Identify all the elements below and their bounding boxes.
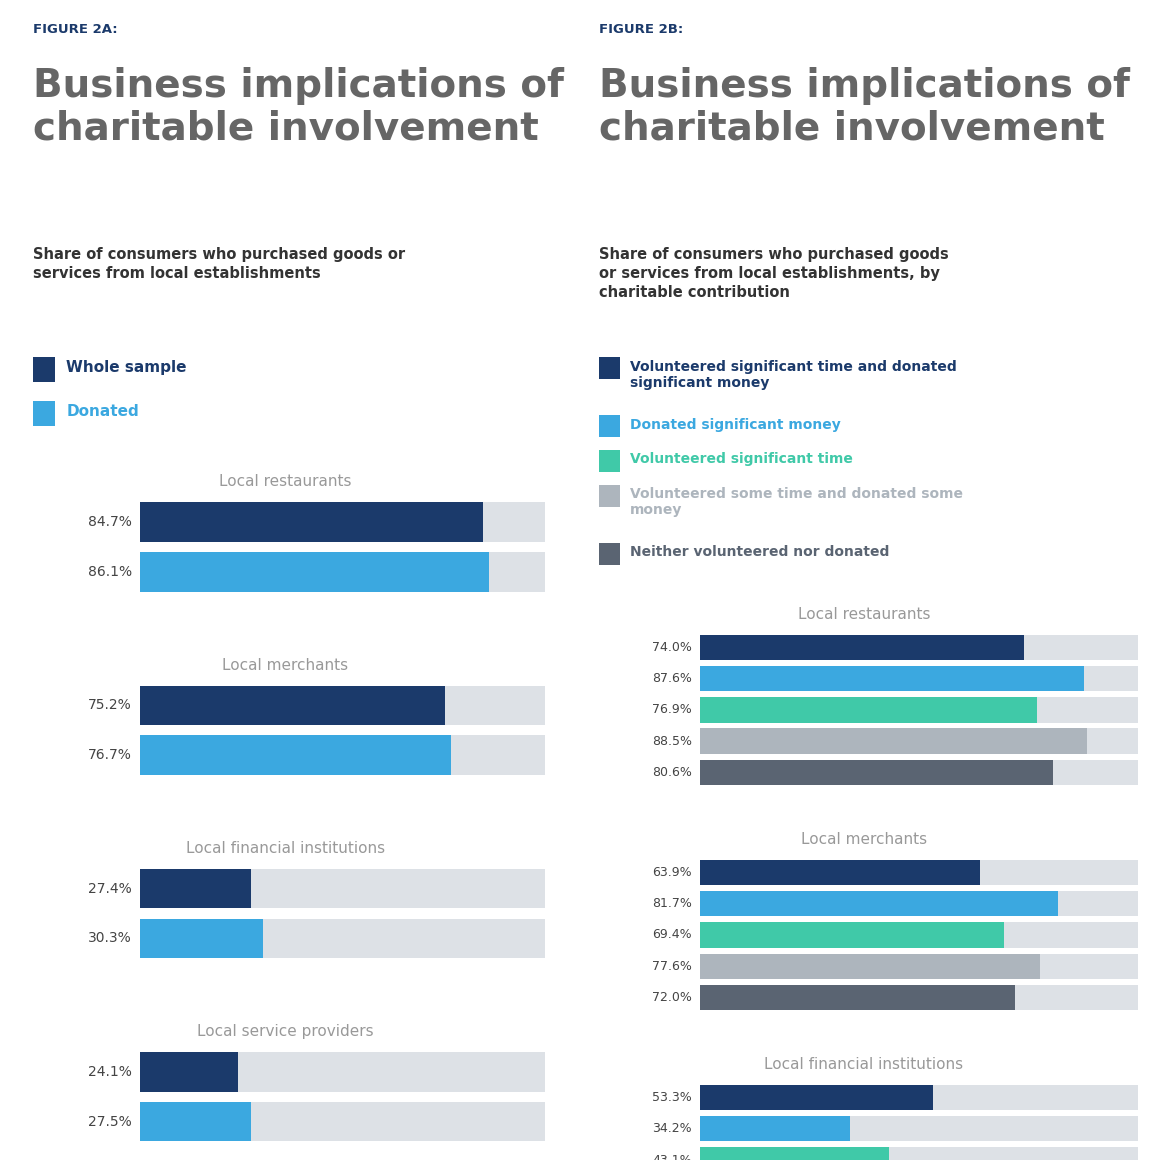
FancyBboxPatch shape [700,1085,933,1110]
Text: Local financial institutions: Local financial institutions [185,841,385,856]
FancyBboxPatch shape [700,860,980,885]
Text: Neither volunteered nor donated: Neither volunteered nor donated [630,545,889,559]
FancyBboxPatch shape [700,666,1138,691]
Text: Donated: Donated [67,404,139,419]
Text: 74.0%: 74.0% [652,640,692,654]
FancyBboxPatch shape [700,697,1037,723]
FancyBboxPatch shape [700,954,1040,979]
Text: Volunteered significant time and donated
significant money: Volunteered significant time and donated… [630,360,957,390]
FancyBboxPatch shape [141,686,445,725]
FancyBboxPatch shape [141,869,545,908]
Text: Donated significant money: Donated significant money [630,418,841,432]
Text: Local service providers: Local service providers [197,1024,373,1039]
Text: 88.5%: 88.5% [652,734,692,748]
FancyBboxPatch shape [141,919,545,958]
Text: 24.1%: 24.1% [88,1065,131,1079]
FancyBboxPatch shape [700,635,1024,660]
FancyBboxPatch shape [700,1085,1138,1110]
FancyBboxPatch shape [700,728,1138,754]
Text: Business implications of
charitable involvement: Business implications of charitable invo… [33,67,564,147]
FancyBboxPatch shape [141,919,263,958]
Text: 30.3%: 30.3% [89,931,131,945]
FancyBboxPatch shape [700,760,1138,785]
FancyBboxPatch shape [700,1147,1138,1160]
FancyBboxPatch shape [141,552,545,592]
FancyBboxPatch shape [700,1116,1138,1141]
FancyBboxPatch shape [599,485,620,507]
FancyBboxPatch shape [700,635,1138,660]
FancyBboxPatch shape [141,1102,251,1141]
Text: Local financial institutions: Local financial institutions [765,1057,963,1072]
FancyBboxPatch shape [700,728,1087,754]
FancyBboxPatch shape [700,922,1003,948]
FancyBboxPatch shape [599,543,620,565]
Text: 27.5%: 27.5% [89,1115,131,1129]
FancyBboxPatch shape [700,860,1138,885]
Text: 75.2%: 75.2% [89,698,131,712]
Text: 43.1%: 43.1% [652,1153,692,1160]
FancyBboxPatch shape [700,1147,889,1160]
Text: Volunteered significant time: Volunteered significant time [630,452,854,466]
FancyBboxPatch shape [599,415,620,437]
Text: Local merchants: Local merchants [222,658,348,673]
Text: 27.4%: 27.4% [89,882,131,896]
Text: FIGURE 2A:: FIGURE 2A: [33,23,118,36]
Text: 87.6%: 87.6% [652,672,692,686]
FancyBboxPatch shape [141,686,545,725]
FancyBboxPatch shape [33,401,55,426]
Text: 53.3%: 53.3% [652,1090,692,1104]
Text: 76.9%: 76.9% [652,703,692,717]
Text: 86.1%: 86.1% [88,565,131,579]
Text: Local restaurants: Local restaurants [797,607,931,622]
FancyBboxPatch shape [141,502,545,542]
FancyBboxPatch shape [141,735,450,775]
Text: Share of consumers who purchased goods
or services from local establishments, by: Share of consumers who purchased goods o… [599,247,948,300]
Text: 63.9%: 63.9% [652,865,692,879]
Text: Whole sample: Whole sample [67,360,187,375]
Text: 34.2%: 34.2% [652,1122,692,1136]
FancyBboxPatch shape [141,1052,545,1092]
FancyBboxPatch shape [700,697,1138,723]
FancyBboxPatch shape [141,869,251,908]
Text: Volunteered some time and donated some
money: Volunteered some time and donated some m… [630,487,963,517]
FancyBboxPatch shape [700,666,1084,691]
Text: Share of consumers who purchased goods or
services from local establishments: Share of consumers who purchased goods o… [33,247,406,281]
FancyBboxPatch shape [33,357,55,382]
FancyBboxPatch shape [700,891,1138,916]
Text: Local merchants: Local merchants [801,832,927,847]
FancyBboxPatch shape [141,735,545,775]
FancyBboxPatch shape [599,357,620,379]
FancyBboxPatch shape [700,985,1138,1010]
Text: Local restaurants: Local restaurants [219,474,351,490]
FancyBboxPatch shape [141,1102,545,1141]
Text: 72.0%: 72.0% [652,991,692,1005]
FancyBboxPatch shape [700,760,1053,785]
FancyBboxPatch shape [141,502,483,542]
FancyBboxPatch shape [141,552,488,592]
FancyBboxPatch shape [599,450,620,472]
Text: FIGURE 2B:: FIGURE 2B: [599,23,683,36]
FancyBboxPatch shape [700,1116,850,1141]
Text: 69.4%: 69.4% [652,928,692,942]
FancyBboxPatch shape [141,1052,237,1092]
FancyBboxPatch shape [700,954,1138,979]
Text: 81.7%: 81.7% [652,897,692,911]
Text: 84.7%: 84.7% [88,515,131,529]
Text: Business implications of
charitable involvement: Business implications of charitable invo… [599,67,1130,147]
FancyBboxPatch shape [700,922,1138,948]
Text: 76.7%: 76.7% [88,748,131,762]
Text: 80.6%: 80.6% [652,766,692,780]
Text: 77.6%: 77.6% [652,959,692,973]
FancyBboxPatch shape [700,985,1015,1010]
FancyBboxPatch shape [700,891,1058,916]
